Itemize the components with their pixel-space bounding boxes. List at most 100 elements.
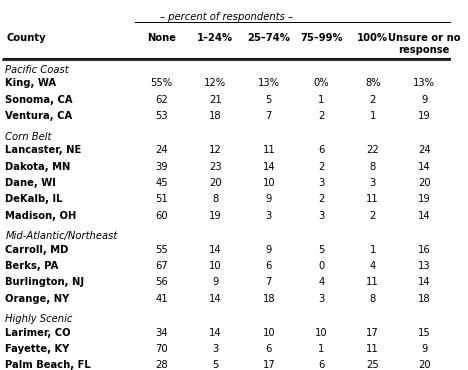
Text: – percent of respondents –: – percent of respondents –: [160, 13, 293, 23]
Text: 20: 20: [418, 360, 431, 370]
Text: Madison, OH: Madison, OH: [6, 211, 77, 221]
Text: 9: 9: [421, 95, 427, 105]
Text: 5: 5: [265, 95, 272, 105]
Text: 2: 2: [370, 211, 376, 221]
Text: 13%: 13%: [413, 78, 435, 88]
Text: 8: 8: [212, 194, 218, 204]
Text: 17: 17: [366, 328, 379, 338]
Text: 17: 17: [263, 360, 275, 370]
Text: 55%: 55%: [150, 78, 173, 88]
Text: 10: 10: [263, 328, 275, 338]
Text: 1: 1: [318, 95, 324, 105]
Text: 4: 4: [370, 261, 376, 271]
Text: 2: 2: [318, 111, 324, 121]
Text: 34: 34: [155, 328, 168, 338]
Text: 19: 19: [418, 111, 431, 121]
Text: 14: 14: [418, 211, 431, 221]
Text: 24: 24: [418, 145, 431, 155]
Text: 16: 16: [418, 245, 431, 255]
Text: 25–74%: 25–74%: [247, 33, 290, 43]
Text: Carroll, MD: Carroll, MD: [6, 245, 69, 255]
Text: 5: 5: [212, 360, 218, 370]
Text: 3: 3: [318, 178, 324, 188]
Text: 3: 3: [266, 211, 272, 221]
Text: Ventura, CA: Ventura, CA: [6, 111, 73, 121]
Text: 14: 14: [209, 294, 221, 304]
Text: Palm Beach, FL: Palm Beach, FL: [6, 360, 91, 370]
Text: 6: 6: [318, 360, 324, 370]
Text: 6: 6: [265, 261, 272, 271]
Text: Berks, PA: Berks, PA: [6, 261, 59, 271]
Text: 9: 9: [265, 245, 272, 255]
Text: 1–24%: 1–24%: [197, 33, 233, 43]
Text: 70: 70: [155, 344, 168, 354]
Text: 3: 3: [318, 294, 324, 304]
Text: 14: 14: [209, 328, 221, 338]
Text: DeKalb, IL: DeKalb, IL: [6, 194, 63, 204]
Text: Sonoma, CA: Sonoma, CA: [6, 95, 73, 105]
Text: 10: 10: [209, 261, 221, 271]
Text: 62: 62: [155, 95, 168, 105]
Text: Dane, WI: Dane, WI: [6, 178, 56, 188]
Text: 1: 1: [370, 111, 376, 121]
Text: 56: 56: [155, 278, 168, 287]
Text: Dakota, MN: Dakota, MN: [6, 162, 71, 172]
Text: Fayette, KY: Fayette, KY: [6, 344, 70, 354]
Text: 13%: 13%: [258, 78, 280, 88]
Text: 14: 14: [418, 162, 431, 172]
Text: 28: 28: [155, 360, 168, 370]
Text: 18: 18: [418, 294, 431, 304]
Text: 41: 41: [155, 294, 168, 304]
Text: 21: 21: [209, 95, 221, 105]
Text: Highly Scenic: Highly Scenic: [6, 314, 73, 324]
Text: Mid-Atlantic/Northeast: Mid-Atlantic/Northeast: [6, 231, 118, 241]
Text: Corn Belt: Corn Belt: [6, 132, 52, 142]
Text: 67: 67: [155, 261, 168, 271]
Text: 22: 22: [366, 145, 379, 155]
Text: 7: 7: [265, 278, 272, 287]
Text: Unsure or no
response: Unsure or no response: [388, 33, 461, 55]
Text: 8%: 8%: [365, 78, 380, 88]
Text: 53: 53: [155, 111, 168, 121]
Text: 9: 9: [265, 194, 272, 204]
Text: 20: 20: [209, 178, 221, 188]
Text: 2: 2: [318, 194, 324, 204]
Text: 18: 18: [263, 294, 275, 304]
Text: 9: 9: [421, 344, 427, 354]
Text: 6: 6: [265, 344, 272, 354]
Text: 0%: 0%: [314, 78, 329, 88]
Text: County: County: [7, 33, 46, 43]
Text: None: None: [147, 33, 176, 43]
Text: 6: 6: [318, 145, 324, 155]
Text: Pacific Coast: Pacific Coast: [6, 65, 69, 75]
Text: 2: 2: [370, 95, 376, 105]
Text: 19: 19: [209, 211, 221, 221]
Text: 3: 3: [370, 178, 376, 188]
Text: Burlington, NJ: Burlington, NJ: [6, 278, 85, 287]
Text: Lancaster, NE: Lancaster, NE: [6, 145, 82, 155]
Text: 13: 13: [418, 261, 431, 271]
Text: 75–99%: 75–99%: [300, 33, 343, 43]
Text: 10: 10: [315, 328, 328, 338]
Text: 11: 11: [263, 145, 275, 155]
Text: 12: 12: [209, 145, 221, 155]
Text: 18: 18: [209, 111, 221, 121]
Text: 11: 11: [366, 344, 379, 354]
Text: Larimer, CO: Larimer, CO: [6, 328, 71, 338]
Text: 9: 9: [212, 278, 218, 287]
Text: 25: 25: [366, 360, 379, 370]
Text: 45: 45: [155, 178, 168, 188]
Text: 4: 4: [318, 278, 324, 287]
Text: 3: 3: [212, 344, 218, 354]
Text: 5: 5: [318, 245, 324, 255]
Text: 11: 11: [366, 278, 379, 287]
Text: 55: 55: [155, 245, 168, 255]
Text: 2: 2: [318, 162, 324, 172]
Text: 7: 7: [265, 111, 272, 121]
Text: 1: 1: [370, 245, 376, 255]
Text: 8: 8: [370, 294, 376, 304]
Text: 24: 24: [155, 145, 168, 155]
Text: 8: 8: [370, 162, 376, 172]
Text: 60: 60: [155, 211, 168, 221]
Text: 12%: 12%: [204, 78, 226, 88]
